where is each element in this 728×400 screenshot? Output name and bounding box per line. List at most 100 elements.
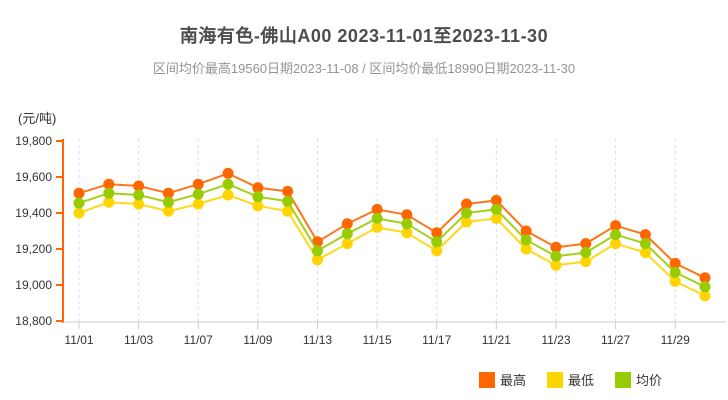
legend-swatch-icon: [615, 371, 632, 388]
series-marker-均价: [639, 238, 651, 250]
x-axis-label: 11/29: [661, 333, 690, 347]
x-axis-label: 11/23: [541, 333, 570, 347]
series-marker-最低: [371, 221, 383, 233]
series-marker-最高: [610, 220, 622, 232]
series-marker-最高: [252, 182, 264, 194]
chart-title: 南海有色-佛山A00 2023-11-01至2023-11-30: [179, 26, 549, 46]
series-marker-均价: [192, 188, 204, 200]
series-marker-最高: [341, 218, 353, 230]
x-axis-label: 11/13: [303, 333, 332, 347]
series-marker-最低: [699, 290, 711, 302]
y-axis-unit-label: (元/吨): [18, 111, 57, 126]
y-axis-label: 19,400: [15, 206, 52, 220]
series-marker-最高: [222, 167, 234, 179]
series-marker-最低: [550, 259, 562, 271]
series-marker-最低: [252, 200, 264, 212]
series-marker-最低: [639, 247, 651, 259]
series-marker-最低: [610, 238, 622, 250]
series-marker-均价: [103, 187, 115, 199]
legend-item-最高[interactable]: 最高: [479, 370, 526, 389]
series-marker-最高: [162, 187, 174, 199]
series-marker-均价: [550, 250, 562, 262]
legend-label: 均价: [636, 373, 663, 388]
x-axis-label: 11/15: [363, 333, 392, 347]
series-marker-最高: [490, 194, 502, 206]
series-marker-均价: [73, 197, 85, 209]
series-marker-均价: [371, 212, 383, 224]
series-marker-最低: [580, 256, 592, 268]
series-marker-最高: [580, 238, 592, 250]
series-marker-最低: [162, 205, 174, 217]
series-marker-最高: [431, 227, 443, 239]
chart-subtitle: 区间均价最高19560日期2023-11-08 / 区间均价最低18990日期2…: [152, 61, 576, 76]
series-marker-均价: [252, 191, 264, 203]
series-marker-最低: [222, 189, 234, 201]
series-marker-均价: [222, 178, 234, 190]
series-marker-最低: [490, 212, 502, 224]
series-marker-均价: [699, 281, 711, 293]
legend-label: 最低: [568, 373, 595, 388]
series-marker-均价: [401, 218, 413, 230]
series-marker-最低: [192, 198, 204, 210]
x-axis-label: 11/21: [482, 333, 511, 347]
series-marker-均价: [610, 229, 622, 241]
series-marker-最高: [520, 225, 532, 237]
series-marker-最低: [103, 196, 115, 208]
series-line-最低: [78, 194, 707, 297]
series-marker-均价: [580, 247, 592, 259]
y-axis-label: 19,000: [15, 278, 52, 292]
legend: 最高 最低 均价: [479, 370, 662, 389]
series-marker-最低: [282, 205, 294, 217]
series-marker-最高: [133, 180, 145, 192]
series-marker-均价: [311, 245, 323, 257]
series-marker-最高: [401, 209, 413, 221]
series-marker-最低: [461, 216, 473, 228]
series-marker-最高: [461, 198, 473, 210]
x-axis-label: 11/09: [243, 333, 272, 347]
series-marker-最高: [639, 229, 651, 241]
y-axis-label: 19,600: [15, 170, 52, 184]
series-marker-均价: [461, 207, 473, 219]
legend-item-最低[interactable]: 最低: [547, 370, 594, 389]
series-line-最高: [78, 172, 707, 279]
series-marker-最低: [520, 243, 532, 255]
legend-label: 最高: [500, 373, 527, 388]
series-marker-最低: [341, 238, 353, 250]
legend-swatch-icon: [479, 371, 495, 388]
series-marker-最高: [282, 185, 294, 197]
series-marker-均价: [133, 189, 145, 201]
series-marker-均价: [490, 203, 502, 215]
y-axis-label: 19,800: [15, 134, 52, 148]
x-axis-label: 11/07: [184, 333, 213, 347]
series-marker-最高: [103, 178, 115, 190]
series-marker-最高: [669, 257, 681, 269]
series-line-均价: [78, 183, 707, 288]
series-marker-最高: [192, 178, 204, 190]
series-marker-均价: [282, 195, 294, 207]
series-marker-均价: [162, 196, 174, 208]
series-marker-均价: [341, 228, 353, 240]
series-marker-最高: [699, 272, 711, 284]
x-axis-label: 11/03: [124, 333, 153, 347]
x-axis-label: 11/27: [601, 333, 630, 347]
series-marker-最低: [401, 227, 413, 239]
series-marker-最低: [669, 275, 681, 287]
series-marker-最低: [431, 245, 443, 257]
series-marker-均价: [520, 234, 532, 246]
y-axis-label: 19,200: [15, 242, 52, 256]
series-marker-最低: [73, 207, 85, 219]
series-marker-最低: [311, 254, 323, 266]
series-marker-均价: [669, 266, 681, 278]
x-axis-label: 11/01: [64, 333, 93, 347]
series-marker-均价: [431, 236, 443, 248]
series-marker-最高: [73, 187, 85, 199]
series-marker-最高: [371, 203, 383, 215]
x-axis-label: 11/17: [422, 333, 451, 347]
series-marker-最低: [133, 198, 145, 210]
legend-swatch-icon: [547, 371, 564, 388]
legend-item-均价[interactable]: 均价: [615, 370, 662, 389]
series-marker-最高: [550, 241, 562, 253]
y-axis-label: 18,800: [15, 314, 52, 328]
